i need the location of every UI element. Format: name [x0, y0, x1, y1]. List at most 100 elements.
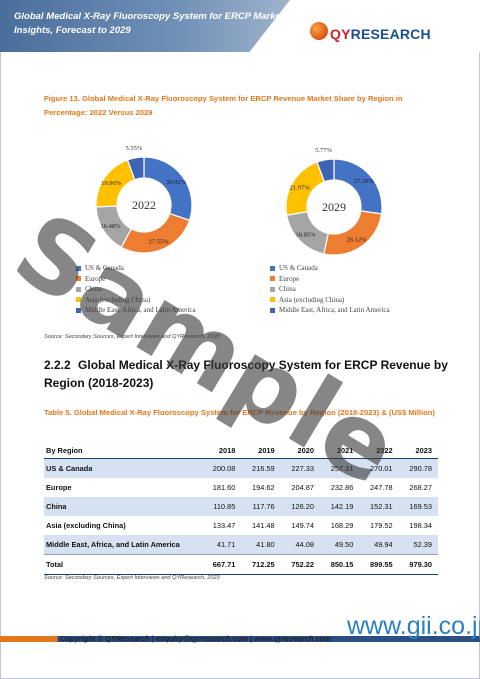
cell: 149.74	[291, 521, 314, 530]
logo-icon	[310, 22, 328, 40]
cell: 141.48	[252, 521, 275, 530]
legend-item: Asia (excluding China)	[76, 295, 196, 306]
legend-item: China	[270, 284, 390, 295]
cell: 752.22	[280, 554, 320, 575]
legend-swatch	[76, 297, 81, 303]
cell: 198.34	[409, 521, 432, 530]
cell: 667.71	[202, 554, 242, 575]
table-source: Source: Secondary Sources, Expert Interv…	[44, 575, 220, 581]
cell: 41.80	[241, 535, 281, 555]
legend-item: Europe	[270, 274, 390, 285]
col-header-2022: 2022	[359, 443, 399, 459]
legend-swatch	[270, 276, 275, 282]
gii-site-link[interactable]: www.gii.co.jp	[347, 612, 480, 640]
col-header-region: By Region	[44, 443, 202, 459]
cell: 142.19	[319, 497, 360, 516]
row-label: US & Canada	[44, 458, 202, 478]
legend-swatch	[76, 307, 81, 313]
row-label: Europe	[46, 483, 72, 492]
logo-suffix: RESEARCH	[350, 26, 431, 42]
table-row: China 110.85 117.76 126.20 142.19 152.31…	[44, 497, 438, 516]
col-header-2018: 2018	[202, 443, 242, 459]
cell: 216.59	[241, 458, 281, 478]
legend-swatch	[270, 286, 275, 292]
cell: 117.76	[241, 497, 281, 516]
cell: 227.33	[280, 458, 320, 478]
table-caption: Table 5. Global Medical X-Ray Fluoroscop…	[44, 408, 435, 417]
cell: 181.60	[212, 483, 236, 492]
legend-item: US & Canada	[270, 263, 390, 274]
revenue-table: By Region 2018 2019 2020 2021 2022 2023 …	[44, 443, 438, 575]
cell: 232.86	[330, 483, 354, 492]
cell: 41.71	[202, 535, 242, 555]
figure-source: Source: Secondary Sources, Expert Interv…	[44, 334, 220, 340]
legend-label: Asia (excluding China)	[279, 295, 345, 304]
cell: 204.87	[291, 483, 314, 492]
report-title: Global Medical X-Ray Fluoroscopy System …	[14, 11, 284, 36]
row-label: Asia (excluding China)	[46, 521, 126, 530]
figure-caption: Figure 13. Global Medical X-Ray Fluorosc…	[44, 94, 403, 117]
legend-item: Middle East, Africa, and Latin America	[76, 305, 196, 316]
legend-label: Europe	[85, 274, 106, 283]
cell: 110.85	[202, 497, 242, 516]
legend-label: US & Canada	[279, 264, 318, 272]
cell: 49.94	[359, 535, 399, 555]
col-header-2023: 2023	[398, 443, 438, 459]
cell: 52.39	[398, 535, 438, 555]
legend-2029: US & Canada Europe China Asia (excluding Ch…	[270, 263, 390, 316]
legend-label: China	[279, 285, 296, 293]
section-number: 2.2.2	[44, 358, 71, 372]
cell: 247.78	[370, 483, 393, 492]
footer-copyright: Copyright © QYResearch | enquiry@qyresea…	[60, 634, 332, 643]
table-row: US & Canada 200.08 216.59 227.33 257.31 …	[44, 458, 438, 478]
cell: 850.15	[319, 554, 360, 575]
legend-swatch	[76, 276, 81, 282]
cell: 979.30	[398, 554, 438, 575]
cell: 133.47	[212, 521, 236, 530]
footer-rule	[0, 636, 480, 642]
table-row: Middle East, Africa, and Latin America 4…	[44, 535, 438, 555]
cell: 152.31	[359, 497, 399, 516]
section-title: Global Medical X-Ray Fluoroscopy System …	[44, 358, 448, 390]
legend-label: Middle East, Africa, and Latin America	[85, 306, 196, 314]
legend-swatch	[270, 307, 275, 313]
cell: 257.31	[319, 458, 360, 478]
legend-item: China	[76, 284, 196, 295]
legend-item: Middle East, Africa, and Latin America	[270, 305, 390, 316]
legend-swatch	[76, 265, 81, 271]
legend-item: Europe	[76, 274, 196, 285]
legend-label: China	[85, 285, 102, 293]
legend-label: Asia (excluding China)	[85, 295, 151, 304]
cell: 712.25	[241, 554, 281, 575]
legend-swatch	[76, 286, 81, 292]
section-heading: 2.2.2 Global Medical X-Ray Fluoroscopy S…	[44, 356, 454, 392]
cell: 270.01	[359, 458, 399, 478]
cell: 194.62	[252, 483, 275, 492]
cell: 290.78	[398, 458, 438, 478]
header: Global Medical X-Ray Fluoroscopy System …	[0, 0, 480, 52]
cell: 168.29	[330, 521, 354, 530]
legend-item: Asia (excluding China)	[270, 295, 390, 306]
row-label: Total	[44, 554, 202, 575]
table-total-row: Total 667.71 712.25 752.22 850.15 899.55…	[44, 554, 438, 575]
legend-label: Europe	[279, 274, 300, 283]
table-header-row: By Region 2018 2019 2020 2021 2022 2023	[44, 443, 438, 459]
col-header-2021: 2021	[319, 443, 360, 459]
table-row: Europe 181.60 194.62 204.87 232.86 247.7…	[44, 478, 438, 497]
table-row: Asia (excluding China) 133.47 141.48 149…	[44, 516, 438, 535]
legend-label: US & Canada	[85, 264, 124, 272]
legend-swatch	[270, 297, 275, 303]
legend-swatch	[270, 265, 275, 271]
company-logo: QYRESEARCH	[330, 26, 431, 42]
row-label: China	[44, 497, 202, 516]
legend-2022: US & Canada Europe China Asia (excluding Ch…	[76, 263, 196, 316]
cell: 268.27	[409, 483, 432, 492]
cell: 169.53	[398, 497, 438, 516]
cell: 49.50	[319, 535, 360, 555]
col-header-2019: 2019	[241, 443, 281, 459]
cell: 126.20	[280, 497, 320, 516]
cell: 179.52	[370, 521, 393, 530]
header-banner	[0, 0, 290, 52]
row-label: Middle East, Africa, and Latin America	[44, 535, 202, 555]
col-header-2020: 2020	[280, 443, 320, 459]
